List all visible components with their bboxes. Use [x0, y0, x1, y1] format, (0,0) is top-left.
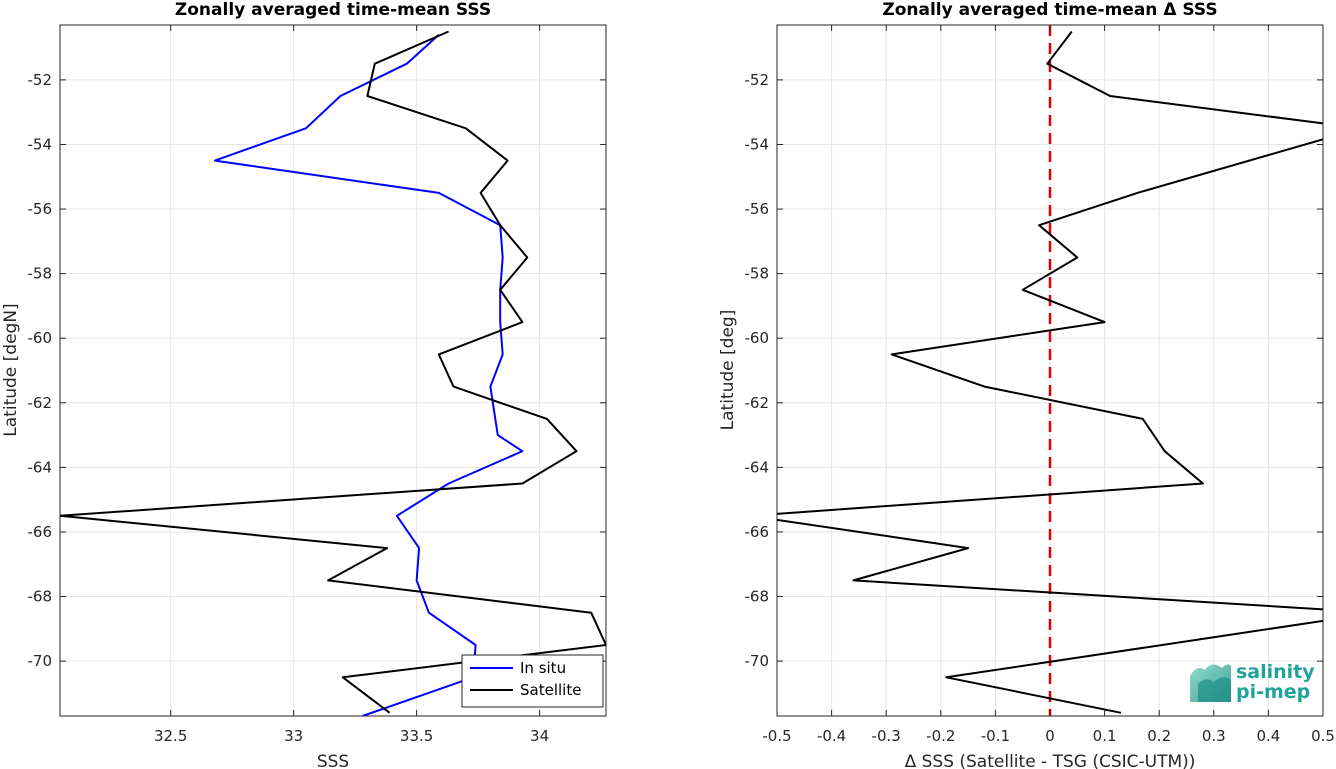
x-axis-label: SSS — [317, 752, 349, 769]
y-tick-label: -58 — [745, 265, 770, 283]
y-tick-label: -60 — [28, 329, 53, 347]
y-tick-label: -54 — [28, 135, 53, 153]
y-tick-label: -70 — [28, 652, 53, 670]
y-tick-label: -64 — [28, 458, 53, 476]
x-tick-label: 34 — [530, 727, 549, 745]
x-tick-label: -0.3 — [872, 727, 901, 745]
salinity-pi-mep-logo: salinity pi-mep — [1190, 661, 1315, 703]
legend-label-in-situ: In situ — [520, 659, 566, 677]
plot-box — [59, 24, 607, 717]
x-tick-label: 33 — [284, 727, 303, 745]
x-tick-label: -0.4 — [817, 727, 846, 745]
ticks: -0.5 -0.4 -0.3 -0.2 -0.1 0 0.1 0.2 0.3 0.4 0.5 -52 -… — [745, 25, 1335, 745]
y-tick-label: -64 — [745, 458, 770, 476]
series-line-line — [777, 30, 1323, 714]
logo-waves-front-icon — [1198, 677, 1231, 702]
series-group — [60, 30, 606, 716]
logo-text-pi-mep: pi-mep — [1236, 681, 1310, 703]
x-tick-label: 0.3 — [1202, 727, 1226, 745]
chart-title: Zonally averaged time-mean Δ SSS — [882, 0, 1217, 20]
x-tick-label: 33.5 — [400, 727, 433, 745]
panel-sss: 32.5 33 33.5 34 -52 -54 -56 -58 -60 -62 -64 -66 -68 -… — [1, 0, 607, 769]
y-tick-label: -70 — [745, 652, 770, 670]
y-tick-label: -68 — [745, 588, 770, 606]
logo-text-salinity: salinity — [1236, 661, 1315, 683]
series-line-satellite — [60, 30, 606, 714]
legend: In situ Satellite — [461, 654, 604, 708]
y-tick-label: -62 — [28, 394, 53, 412]
x-tick-label: 0.4 — [1256, 727, 1280, 745]
y-tick-label: -54 — [745, 135, 770, 153]
x-axis-label: Δ SSS (Satellite - TSG (CSIC-UTM)) — [905, 752, 1196, 769]
y-tick-label: -52 — [745, 71, 770, 89]
legend-label-satellite: Satellite — [520, 681, 581, 699]
y-tick-label: -60 — [745, 329, 770, 347]
y-axis-label: Latitude [deg] — [718, 310, 738, 431]
x-tick-label: -0.1 — [981, 727, 1010, 745]
x-tick-label: -0.2 — [926, 727, 955, 745]
legend-box — [461, 654, 604, 708]
y-tick-label: -52 — [28, 71, 53, 89]
x-tick-label: 0 — [1045, 727, 1055, 745]
y-tick-label: -68 — [28, 588, 53, 606]
x-tick-label: 0.1 — [1093, 727, 1117, 745]
x-tick-label: 0.2 — [1147, 727, 1171, 745]
panel-delta-sss: -0.5 -0.4 -0.3 -0.2 -0.1 0 0.1 0.2 0.3 0.4 0.5 -52 -… — [718, 0, 1335, 769]
y-tick-label: -66 — [28, 523, 53, 541]
y-tick-label: -58 — [28, 265, 53, 283]
y-tick-label: -56 — [745, 200, 770, 218]
ticks: 32.5 33 33.5 34 -52 -54 -56 -58 -60 -62 -64 -66 -68 -… — [28, 25, 606, 745]
x-tick-label: 0.5 — [1311, 727, 1335, 745]
y-tick-label: -62 — [745, 394, 770, 412]
chart-title: Zonally averaged time-mean SSS — [175, 0, 491, 20]
y-tick-label: -66 — [745, 523, 770, 541]
y-tick-label: -56 — [28, 200, 53, 218]
y-axis-label: Latitude [degN] — [1, 303, 21, 436]
series-group — [777, 25, 1323, 716]
x-tick-label: 32.5 — [154, 727, 187, 745]
x-tick-label: -0.5 — [762, 727, 791, 745]
grid — [60, 25, 606, 716]
